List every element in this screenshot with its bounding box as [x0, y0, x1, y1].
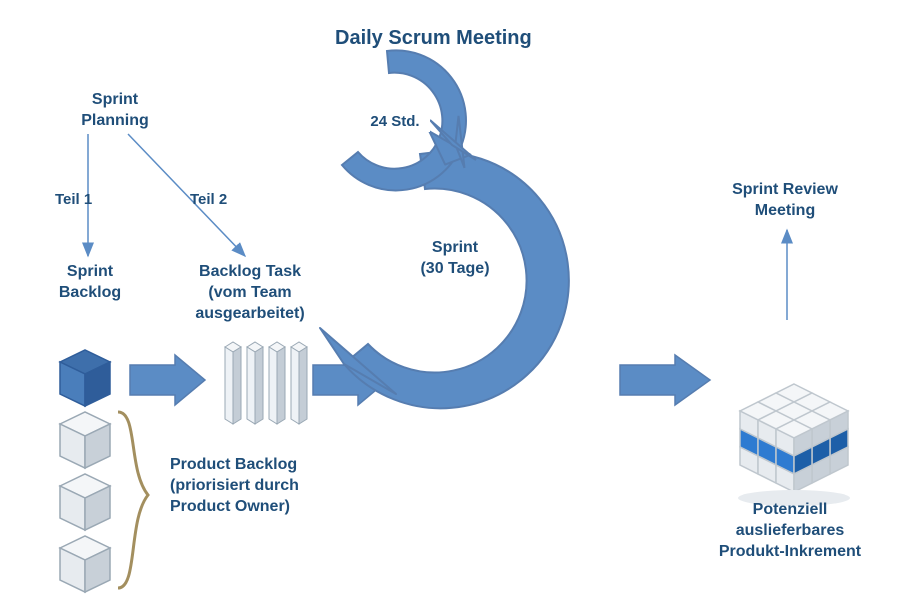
backlog-tasks-icon [225, 342, 307, 424]
sprint-planning-label: Sprint Planning [60, 90, 170, 132]
sprint-backlog-label: Sprint Backlog [40, 262, 140, 304]
daily-loop-label: 24 Std. [360, 112, 430, 132]
block-arrow-1 [130, 355, 205, 405]
teil1-label: Teil 1 [55, 190, 92, 210]
block-arrow-3 [620, 355, 710, 405]
backlog-task-label: Backlog Task (vom Team ausgearbeitet) [175, 262, 325, 324]
product-increment-icon [738, 384, 850, 506]
sprint-backlog-cube-4 [60, 536, 110, 592]
increment-label: Potenziell auslieferbares Produkt-Inkrem… [695, 500, 885, 562]
sprint-cycle-icon [320, 152, 569, 408]
sprint-backlog-cube-2 [60, 412, 110, 468]
sprint-backlog-cube-1 [60, 350, 110, 406]
teil2-label: Teil 2 [190, 190, 227, 210]
product-backlog-brace [118, 412, 148, 588]
product-backlog-label: Product Backlog (priorisiert durch Produ… [170, 455, 360, 517]
sprint-backlog-cube-3 [60, 474, 110, 530]
title: Daily Scrum Meeting [335, 25, 532, 51]
sprint-loop-label: Sprint (30 Tage) [395, 238, 515, 280]
arrow-planning-to-task [128, 134, 245, 256]
sprint-review-label: Sprint Review Meeting [700, 180, 870, 222]
